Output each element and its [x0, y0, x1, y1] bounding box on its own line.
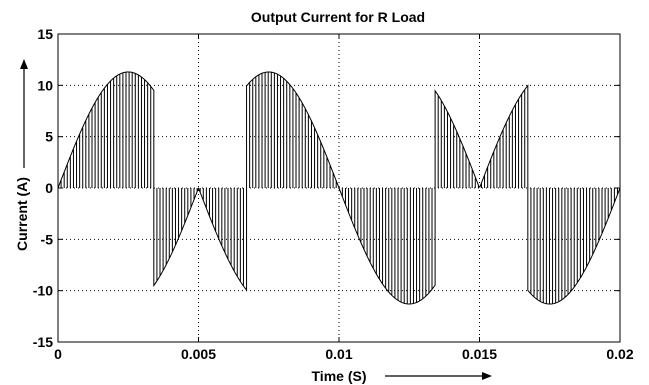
x-tick-label: 0.01: [325, 346, 352, 362]
y-tick-label: -5: [41, 231, 54, 247]
y-axis-label: Current (A): [14, 177, 30, 251]
x-axis-arrow: [385, 372, 492, 380]
y-tick-labels: -15 -10 -5 0 5 10 15: [33, 26, 53, 350]
x-tick-label: 0: [54, 346, 62, 362]
y-axis-arrow: [20, 59, 28, 168]
y-tick-label: -15: [33, 334, 53, 350]
y-tick-label: -10: [33, 283, 53, 299]
axis-ticks: [57, 33, 621, 343]
chart-title: Output Current for R Load: [251, 9, 425, 25]
x-tick-labels: 0 0.005 0.01 0.015 0.02: [54, 346, 634, 362]
y-tick-label: 10: [37, 77, 53, 93]
y-tick-label: 15: [37, 26, 53, 42]
x-axis-label: Time (S): [312, 368, 367, 384]
y-tick-label: 5: [45, 129, 53, 145]
series-line: [57, 71, 621, 305]
y-tick-label: 0: [45, 180, 53, 196]
x-tick-label: 0.015: [462, 346, 497, 362]
x-tick-label: 0.02: [606, 346, 633, 362]
current-waveform: [57, 71, 621, 305]
x-tick-label: 0.005: [181, 346, 216, 362]
